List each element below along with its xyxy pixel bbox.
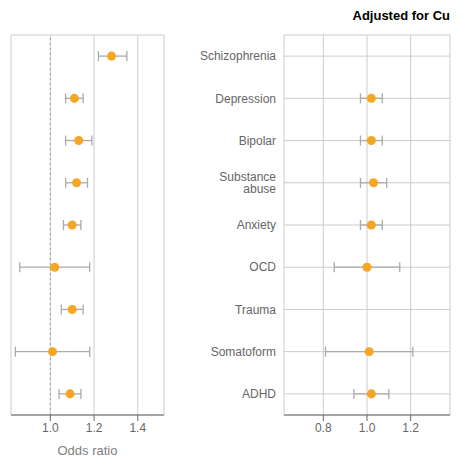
html-text:Adjusted for Cu: Adjusted for Cu [352,8,450,23]
svg-text:Depression: Depression [215,92,276,106]
svg-text:1.0: 1.0 [359,421,376,435]
svg-text:Schizophrenia: Schizophrenia [200,49,276,63]
svg-text:Bipolar: Bipolar [239,134,276,148]
svg-text:Trauma: Trauma [235,303,276,317]
svg-text:ADHD: ADHD [242,387,276,401]
svg-text:1.4: 1.4 [129,421,146,435]
svg-text:Substanceabuse: Substanceabuse [219,170,276,196]
svg-text:0.8: 0.8 [315,421,332,435]
svg-text:1.0: 1.0 [42,421,59,435]
svg-text:1.2: 1.2 [402,421,419,435]
svg-text:Anxiety: Anxiety [237,218,276,232]
svg-text:OCD: OCD [249,260,276,274]
svg-text:1.2: 1.2 [86,421,103,435]
svg-text:Somatoform: Somatoform [211,345,276,359]
svg-text:Odds ratio: Odds ratio [58,443,118,458]
